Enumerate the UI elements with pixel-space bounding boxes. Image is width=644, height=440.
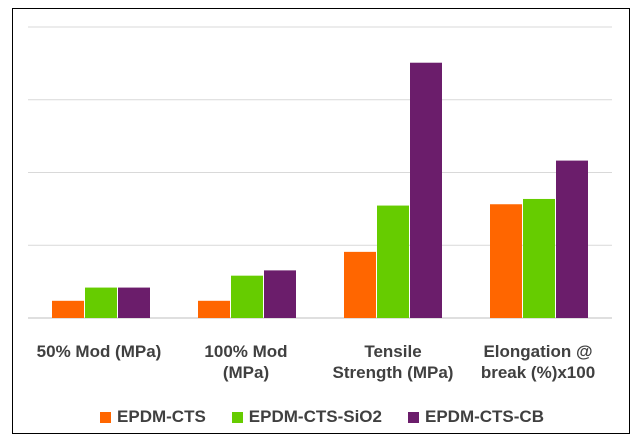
bar [344,251,376,318]
bar [556,160,588,318]
category-label: Elongation @ break (%)x100 [480,342,596,382]
legend: EPDM-CTS EPDM-CTS-SiO2 EPDM-CTS-CB [0,405,644,429]
category-label: 50% Mod (MPa) [36,342,162,361]
legend-item: EPDM-CTS-CB [407,407,544,427]
category-label: Tensile Strength (MPa) [332,342,454,382]
category-label: 100% Mod (MPa) [204,342,288,382]
legend-item: EPDM-CTS-SiO2 [231,407,382,427]
bar [198,300,230,318]
bar [377,205,409,318]
legend-label: EPDM-CTS-CB [424,407,544,426]
legend-label: EPDM-CTS-SiO2 [248,407,382,426]
bar [264,270,296,318]
bar [85,287,117,318]
legend-swatch [231,411,243,423]
legend-swatch [100,411,112,423]
legend-label: EPDM-CTS [117,407,206,426]
bar [231,275,263,318]
legend-item: EPDM-CTS [100,407,206,427]
legend-swatch [407,411,419,423]
bar [118,287,150,318]
bar [52,300,84,318]
bar [490,204,522,318]
bar [523,198,555,318]
bar [410,62,442,318]
